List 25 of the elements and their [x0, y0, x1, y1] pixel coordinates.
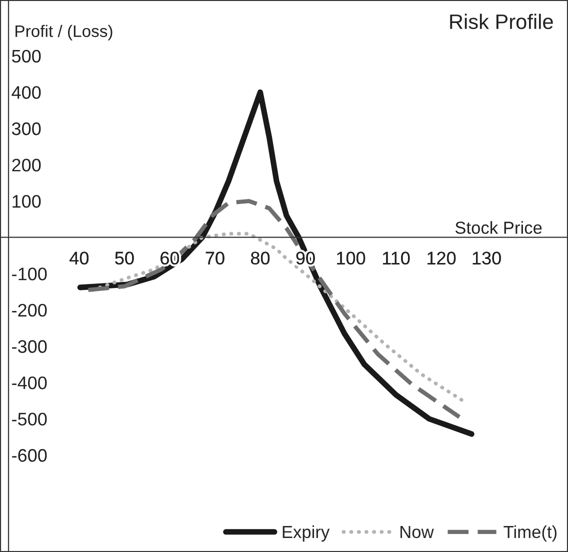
legend-label: Time(t) — [504, 525, 557, 542]
x-tick-label: 40 — [70, 252, 89, 264]
y-tick-label: 200 — [12, 158, 41, 172]
x-tick-label: 120 — [428, 252, 456, 264]
text: Risk Profile — [450, 14, 553, 30]
y-tick-label: -400 — [12, 376, 47, 390]
legend-label: Now — [400, 526, 434, 538]
legend-label: Expiry — [282, 525, 330, 542]
y-tick-label: 100 — [12, 194, 41, 208]
y-tick-label: -300 — [12, 340, 47, 353]
y-tick-label: -100 — [12, 268, 47, 280]
y-tick-label: 400 — [12, 86, 41, 99]
y-tick-label: 500 — [12, 50, 41, 63]
y-tick-label: -600 — [12, 449, 47, 462]
y-tick-label: -500 — [12, 412, 47, 426]
x-tick-label: 70 — [206, 252, 224, 264]
x-tick-label: 130 — [472, 252, 501, 264]
x-tick-label: 80 — [250, 252, 270, 264]
y-axis-title: Profit / (Loss) — [16, 24, 112, 40]
y-tick-label: 300 — [12, 122, 41, 136]
x-tick-label: 100 — [337, 252, 366, 264]
x-axis-title: Stock Price — [455, 221, 542, 234]
y-tick-label: -200 — [12, 304, 47, 317]
x-tick-label: 110 — [383, 252, 410, 264]
x-tick-label: 50 — [115, 252, 134, 264]
